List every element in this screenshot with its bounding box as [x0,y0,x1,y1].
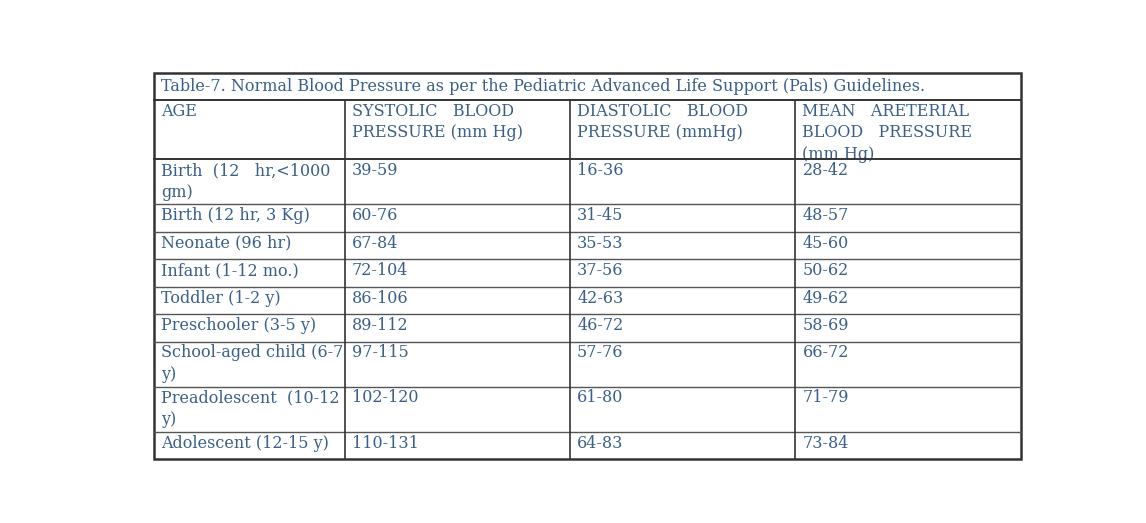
Text: 49-62: 49-62 [802,290,849,306]
Text: MEAN   ARETERIAL
BLOOD   PRESSURE
(mm Hg): MEAN ARETERIAL BLOOD PRESSURE (mm Hg) [802,103,973,163]
Text: DIASTOLIC   BLOOD
PRESSURE (mmHg): DIASTOLIC BLOOD PRESSURE (mmHg) [578,103,748,141]
Text: 67-84: 67-84 [352,234,398,252]
Text: Preadolescent  (10-12
y): Preadolescent (10-12 y) [160,390,339,428]
Text: School-aged child (6-7
y): School-aged child (6-7 y) [160,345,344,383]
Text: Adolescent (12-15 y): Adolescent (12-15 y) [160,435,329,451]
Text: 73-84: 73-84 [802,435,849,451]
Text: 28-42: 28-42 [802,162,848,179]
Text: 97-115: 97-115 [352,345,408,361]
Text: 46-72: 46-72 [578,317,623,334]
Text: 42-63: 42-63 [578,290,623,306]
Text: Toddler (1-2 y): Toddler (1-2 y) [160,290,281,306]
Text: 66-72: 66-72 [802,345,849,361]
Text: 39-59: 39-59 [352,162,398,179]
Text: 110-131: 110-131 [352,435,418,451]
Text: 50-62: 50-62 [802,262,849,279]
Text: 86-106: 86-106 [352,290,408,306]
Text: 37-56: 37-56 [578,262,623,279]
Text: 57-76: 57-76 [578,345,623,361]
Text: 48-57: 48-57 [802,207,849,224]
Text: Preschooler (3-5 y): Preschooler (3-5 y) [160,317,316,334]
Text: 72-104: 72-104 [352,262,408,279]
Text: Birth  (12   hr,<1000
gm): Birth (12 hr,<1000 gm) [160,162,330,201]
Text: 102-120: 102-120 [352,390,418,406]
Text: 61-80: 61-80 [578,390,623,406]
Text: Infant (1-12 mo.): Infant (1-12 mo.) [160,262,299,279]
Text: 64-83: 64-83 [578,435,623,451]
Text: Neonate (96 hr): Neonate (96 hr) [160,234,291,252]
Text: 71-79: 71-79 [802,390,849,406]
Text: SYSTOLIC   BLOOD
PRESSURE (mm Hg): SYSTOLIC BLOOD PRESSURE (mm Hg) [352,103,523,141]
Text: 16-36: 16-36 [578,162,623,179]
Text: 60-76: 60-76 [352,207,398,224]
Text: 45-60: 45-60 [802,234,849,252]
Text: 89-112: 89-112 [352,317,408,334]
Text: AGE: AGE [160,103,197,120]
Text: 31-45: 31-45 [578,207,623,224]
Text: Birth (12 hr, 3 Kg): Birth (12 hr, 3 Kg) [160,207,309,224]
Text: 58-69: 58-69 [802,317,849,334]
Text: Table-7. Normal Blood Pressure as per the Pediatric Advanced Life Support (Pals): Table-7. Normal Blood Pressure as per th… [160,78,925,95]
Text: 35-53: 35-53 [578,234,623,252]
